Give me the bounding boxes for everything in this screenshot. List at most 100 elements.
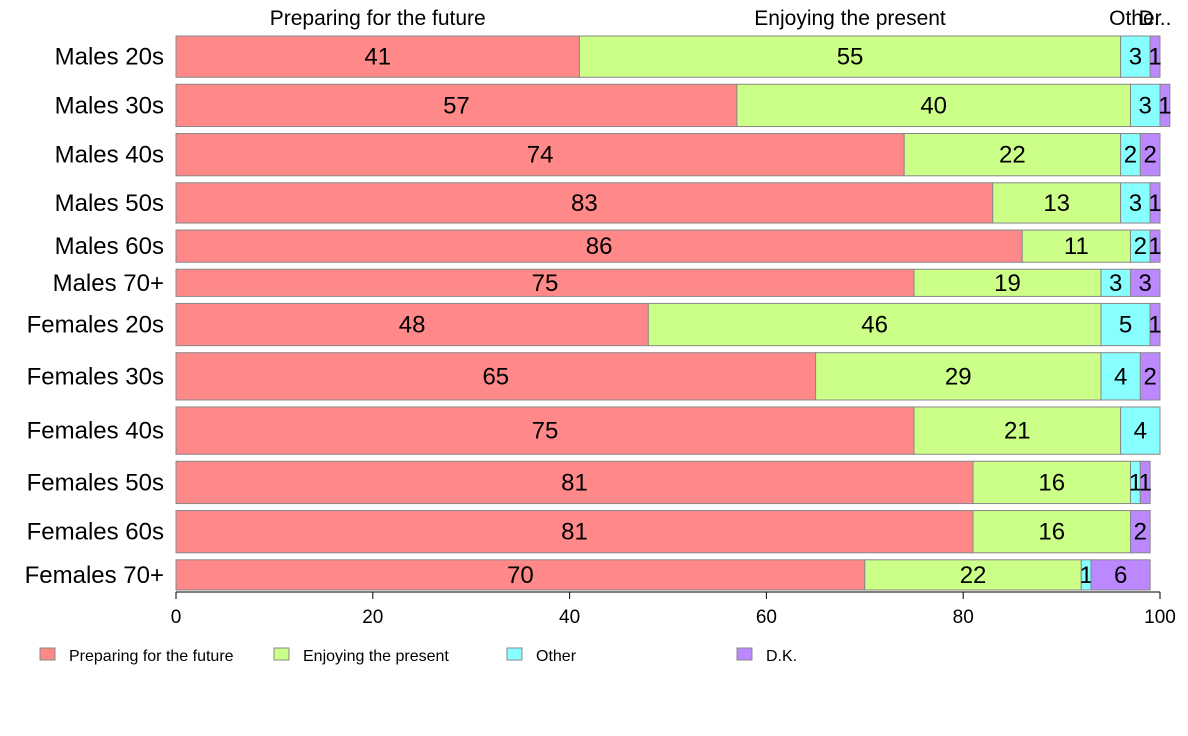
bar-segment — [1120, 182, 1151, 224]
bar-segment — [1100, 268, 1131, 297]
bar-segment — [175, 352, 817, 401]
segment-label: 3 — [1139, 92, 1152, 119]
segment-label: 21 — [1004, 418, 1031, 445]
segment-label: 4 — [1114, 363, 1127, 390]
bar-segment — [913, 268, 1102, 297]
segment-label: 74 — [527, 142, 554, 169]
legend-label: Enjoying the present — [303, 648, 449, 665]
bar-segment — [736, 83, 1131, 128]
bar-segment — [1120, 406, 1161, 455]
bar-segment — [175, 559, 866, 591]
bar-segment — [1100, 352, 1141, 401]
bar-segment — [1149, 229, 1161, 263]
bar-segment — [175, 460, 974, 505]
segment-label: 2 — [1124, 142, 1137, 169]
segment-label: 48 — [399, 312, 426, 339]
bar-segment — [578, 35, 1122, 78]
row-label: Females 60s — [27, 519, 164, 546]
segment-label: 86 — [586, 233, 613, 260]
segment-label: 1 — [1080, 562, 1093, 589]
segment-label: 1 — [1148, 190, 1161, 217]
row-labels: Males 20s Males 30s Males 40s Males 50s Male… — [25, 44, 164, 589]
top-labels: Preparing for the future Enjoying the pre… — [270, 7, 1172, 30]
row-label: Females 30s — [27, 363, 164, 390]
bar-segment — [972, 510, 1131, 554]
legend-label: Other — [536, 648, 577, 665]
bar-segment — [175, 510, 974, 554]
bar-segment — [175, 268, 915, 297]
segment-label: 22 — [960, 562, 987, 589]
bar-segment — [992, 182, 1122, 224]
segment-label: 1 — [1139, 469, 1152, 496]
bar-segment — [175, 406, 915, 455]
segment-label: 81 — [561, 519, 588, 546]
row-label: Males 50s — [55, 190, 164, 217]
bar-segment — [175, 182, 994, 224]
segment-label: 29 — [945, 363, 972, 390]
segment-label: 16 — [1038, 469, 1065, 496]
bar-segment — [1149, 35, 1161, 78]
segment-label: 75 — [532, 418, 559, 445]
bar-segment — [864, 559, 1082, 591]
segment-label: 1 — [1158, 92, 1171, 119]
row-label: Males 20s — [55, 44, 164, 71]
segment-label: 11 — [1064, 233, 1089, 260]
top-label: D... — [1139, 7, 1172, 30]
segment-label: 57 — [443, 92, 470, 119]
x-tick-label: 80 — [953, 607, 974, 628]
bar-segment — [1129, 268, 1161, 297]
segment-label: 19 — [994, 270, 1021, 297]
segment-label: 75 — [532, 270, 559, 297]
segment-label: 1 — [1148, 233, 1161, 260]
segment-label: 2 — [1143, 142, 1156, 169]
segment-label: 2 — [1134, 519, 1147, 546]
bar-segment — [647, 302, 1102, 347]
legend: Preparing for the future Enjoying the pre… — [39, 647, 797, 665]
segment-label: 4 — [1134, 418, 1147, 445]
segment-label: 1 — [1129, 469, 1142, 496]
segment-label: 41 — [364, 44, 391, 71]
bar-segment — [1090, 559, 1151, 591]
segment-label: 70 — [507, 562, 534, 589]
segment-label: 3 — [1129, 44, 1142, 71]
segment-label: 1 — [1148, 44, 1161, 71]
x-tick-label: 60 — [756, 607, 777, 628]
legend-swatch — [736, 647, 753, 661]
legend-swatch — [39, 647, 56, 661]
x-tick-label: 100 — [1144, 607, 1176, 628]
bar-segment — [175, 229, 1023, 263]
segment-label: 2 — [1134, 233, 1147, 260]
segment-label: 6 — [1114, 562, 1127, 589]
x-tick-label: 0 — [171, 607, 182, 628]
bar-segment — [1159, 83, 1171, 128]
top-label: Enjoying the present — [754, 7, 946, 30]
row-label: Males 70+ — [53, 270, 164, 297]
segment-label: 3 — [1109, 270, 1122, 297]
segment-label: 3 — [1139, 270, 1152, 297]
row-label: Males 40s — [55, 142, 164, 169]
legend-label: D.K. — [766, 648, 797, 665]
segment-label: 2 — [1143, 363, 1156, 390]
bar-segment — [175, 133, 905, 177]
legend-swatch — [506, 647, 523, 661]
segment-label: 22 — [999, 142, 1026, 169]
x-tick-label: 40 — [559, 607, 580, 628]
top-label: Other — [1109, 7, 1162, 30]
segment-label: 55 — [837, 44, 864, 71]
row-label: Females 40s — [27, 418, 164, 445]
bars: 41 55 3 157 40 3 174 22 2 283 13 3 186 11 2 175 19 3 348 46… — [175, 35, 1172, 591]
segment-label: 81 — [561, 469, 588, 496]
bar-segment — [1139, 133, 1161, 177]
top-label: Preparing for the future — [270, 7, 486, 30]
bar-segment — [175, 83, 738, 128]
segment-label: 40 — [920, 92, 947, 119]
segment-label: 3 — [1129, 190, 1142, 217]
bar-segment — [1129, 83, 1161, 128]
segment-label: 46 — [861, 312, 888, 339]
segment-label: 13 — [1043, 190, 1070, 217]
row-label: Females 70+ — [25, 562, 164, 589]
bar-segment — [1129, 510, 1151, 554]
segment-label: 83 — [571, 190, 598, 217]
x-tick-label: 20 — [362, 607, 383, 628]
x-axis: 0 20 40 60 80 100 — [171, 591, 1176, 628]
